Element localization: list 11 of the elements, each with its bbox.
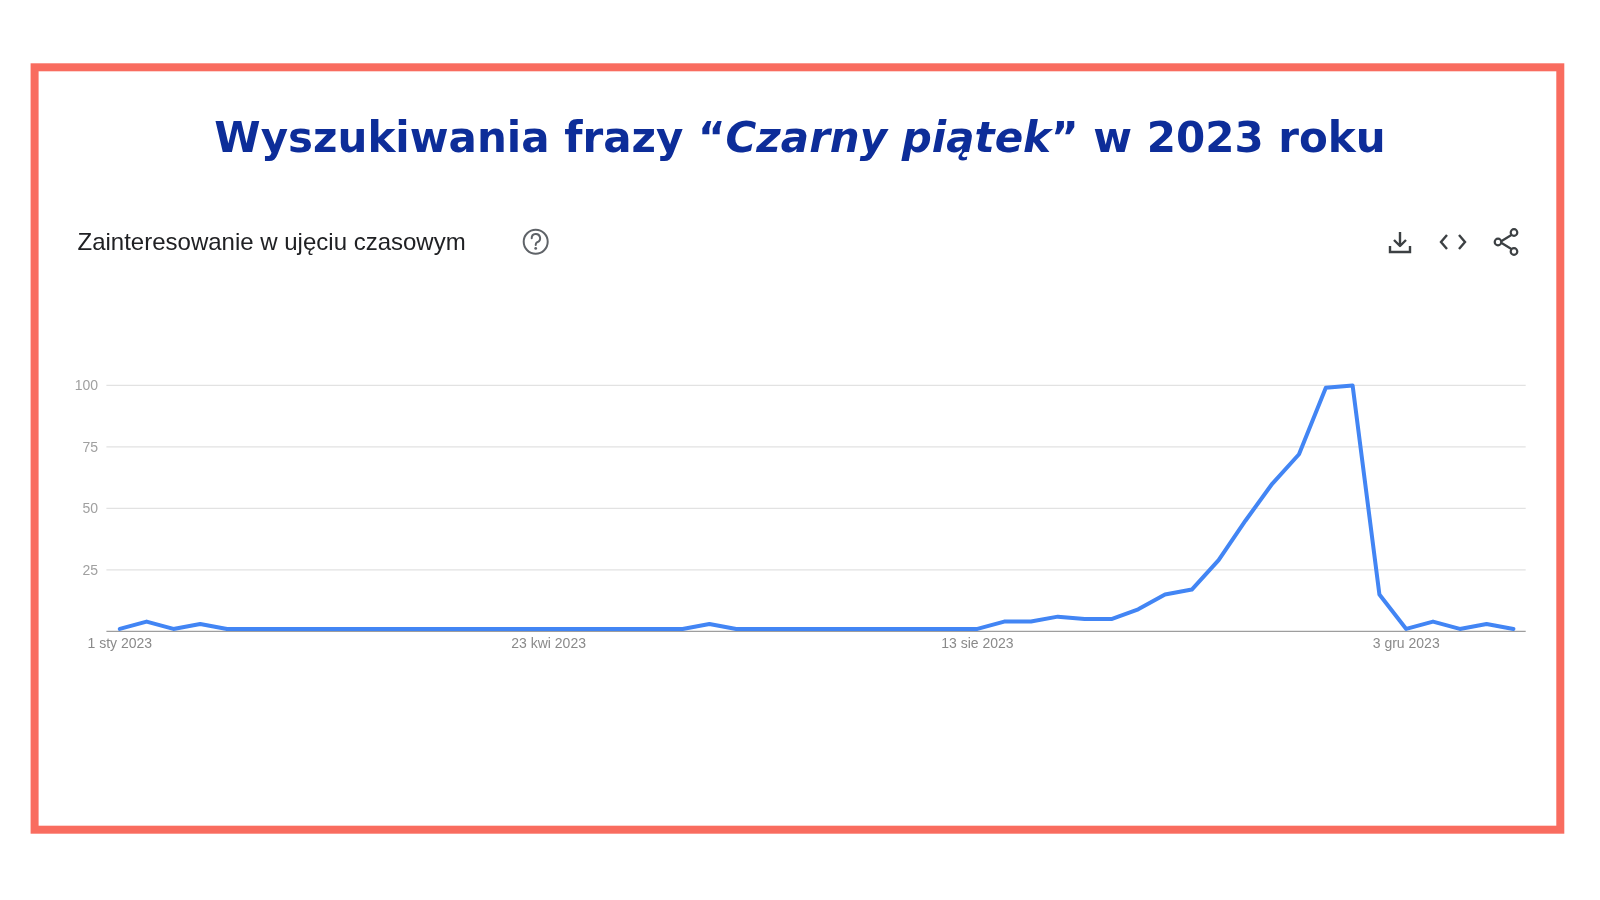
y-tick-label: 75 (82, 438, 99, 455)
chart-title: Wyszukiwania frazy “Czarny piątek” w 2023 roku (214, 113, 1386, 162)
y-tick-label: 25 (82, 561, 99, 578)
x-tick-label: 13 sie 2023 (941, 635, 1014, 651)
x-tick-label: 3 gru 2023 (1372, 635, 1440, 651)
x-tick-label: 1 sty 2023 (87, 635, 153, 651)
y-tick-label: 50 (82, 500, 99, 517)
line-series (117, 383, 1516, 631)
y-tick-label: 100 (74, 377, 99, 394)
x-tick-label: 23 kwi 2023 (511, 635, 587, 651)
chart-subtitle: Zainteresowanie w ujęciu czasowym (77, 228, 466, 255)
